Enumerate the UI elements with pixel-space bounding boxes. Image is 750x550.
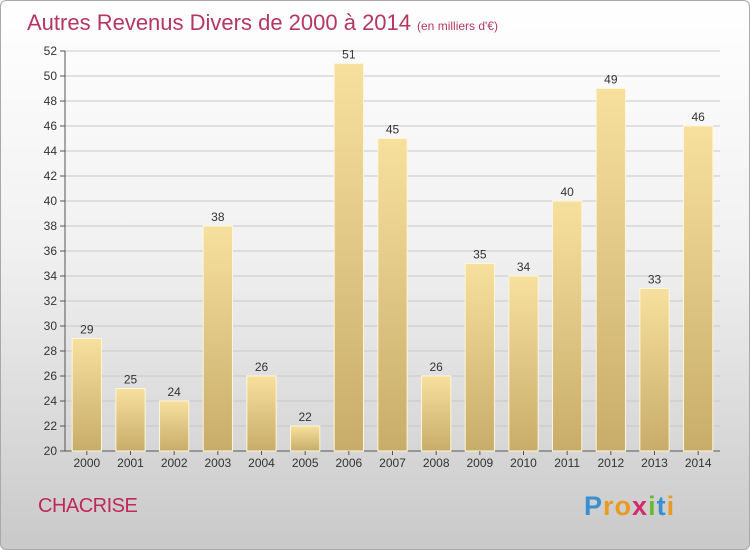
x-tick-label: 2009 xyxy=(466,456,493,470)
bar-value-label: 26 xyxy=(429,360,443,374)
chart-title-text: Autres Revenus Divers de 2000 à 2014 xyxy=(27,10,412,35)
bar-value-label: 35 xyxy=(473,248,487,262)
y-tick-label: 42 xyxy=(44,169,58,183)
y-tick-label: 26 xyxy=(44,369,58,383)
x-tick-label: 2002 xyxy=(161,456,188,470)
x-tick-label: 2000 xyxy=(73,456,100,470)
bar xyxy=(377,138,408,452)
y-tick-label: 52 xyxy=(44,44,58,58)
brand-letter: t xyxy=(656,491,667,521)
chart-title: Autres Revenus Divers de 2000 à 2014 (en … xyxy=(27,10,498,36)
bar-value-label: 29 xyxy=(80,323,94,337)
x-tick-label: 2001 xyxy=(117,456,144,470)
bar xyxy=(508,275,539,452)
bar-value-label: 33 xyxy=(648,273,662,287)
brand-logo: Proxiti xyxy=(584,491,675,522)
bar xyxy=(115,388,146,452)
bar xyxy=(333,63,364,452)
bar xyxy=(552,200,583,452)
x-tick-label: 2003 xyxy=(204,456,231,470)
x-tick-label: 2008 xyxy=(423,456,450,470)
commune-name: CHACRISE xyxy=(38,495,138,517)
bar xyxy=(202,225,233,452)
y-tick-label: 30 xyxy=(44,319,58,333)
x-tick-label: 2014 xyxy=(685,456,712,470)
bar-value-label: 24 xyxy=(167,385,181,399)
bar-value-label: 46 xyxy=(691,110,705,124)
y-tick-label: 36 xyxy=(44,244,58,258)
bar-value-label: 45 xyxy=(386,123,400,137)
brand-letter: x xyxy=(632,491,649,521)
bar xyxy=(159,400,190,452)
bar-value-label: 26 xyxy=(255,360,269,374)
bar xyxy=(290,425,321,452)
bar-value-label: 38 xyxy=(211,210,225,224)
x-tick-label: 2013 xyxy=(641,456,668,470)
bar xyxy=(464,263,495,452)
bars xyxy=(71,63,714,452)
brand-letter: P xyxy=(584,491,604,521)
bar-value-label: 34 xyxy=(517,260,531,274)
bar-value-label: 49 xyxy=(604,73,618,87)
y-tick-label: 44 xyxy=(44,144,58,158)
y-tick-label: 20 xyxy=(44,444,58,458)
x-tick-label: 2005 xyxy=(292,456,319,470)
bar-value-label: 40 xyxy=(560,185,574,199)
bar xyxy=(421,375,452,452)
y-tick-label: 22 xyxy=(44,419,58,433)
x-tick-label: 2004 xyxy=(248,456,275,470)
x-tick-label: 2006 xyxy=(335,456,362,470)
brand-letter: i xyxy=(666,491,676,521)
y-tick-label: 28 xyxy=(44,344,58,358)
y-tick-labels: 20 22 24 26 28 30 32 34 36 38 40 42 44 46 48 50 52 xyxy=(44,44,58,458)
bar xyxy=(639,288,670,452)
x-tick-labels: 2000 2001 2002 2003 2004 2005 2006 2007 2008 2009… xyxy=(73,451,712,470)
brand-letter: o xyxy=(614,491,633,521)
chart-title-unit: (en milliers d'€) xyxy=(417,19,498,33)
x-tick-label: 2011 xyxy=(554,456,580,470)
x-tick-label: 2007 xyxy=(379,456,406,470)
y-tick-label: 46 xyxy=(44,119,58,133)
y-tick-label: 40 xyxy=(44,194,58,208)
x-tick-label: 2010 xyxy=(510,456,537,470)
bar xyxy=(683,125,714,452)
y-tick-label: 34 xyxy=(44,269,58,283)
bar xyxy=(71,338,102,452)
x-tick-label: 2012 xyxy=(597,456,624,470)
bar xyxy=(246,375,277,452)
brand-letter: i xyxy=(648,491,657,521)
bar-value-label: 25 xyxy=(124,373,138,387)
bar-value-label: 22 xyxy=(298,410,312,424)
bar-value-label: 51 xyxy=(342,48,356,62)
y-tick-label: 50 xyxy=(44,69,58,83)
y-tick-label: 38 xyxy=(44,219,58,233)
y-tick-label: 24 xyxy=(44,394,58,408)
value-labels: 29 25 24 38 26 22 51 45 26 35 34 40 49 33 46 xyxy=(80,48,705,425)
y-tick-label: 48 xyxy=(44,94,58,108)
bar xyxy=(595,88,626,452)
brand-letter: r xyxy=(603,491,615,521)
y-tick-label: 32 xyxy=(44,294,58,308)
